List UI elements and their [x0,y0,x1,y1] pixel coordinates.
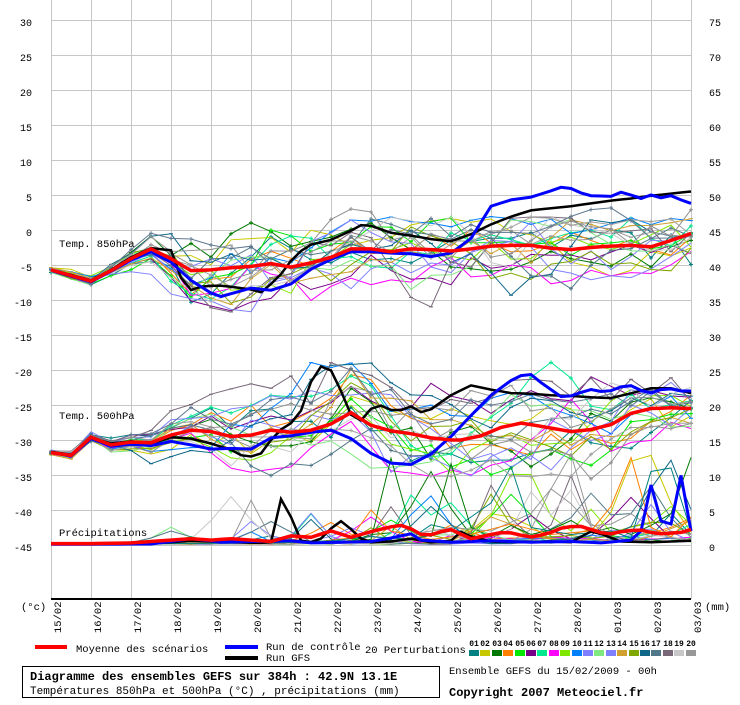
svg-text:25/02: 25/02 [453,601,465,633]
svg-text:40: 40 [709,264,721,275]
svg-text:04: 04 [503,640,513,649]
svg-text:0: 0 [26,229,32,240]
svg-text:55: 55 [709,159,721,170]
svg-text:25: 25 [709,369,721,380]
svg-text:13: 13 [606,640,616,649]
svg-text:01: 01 [469,640,479,649]
svg-text:0: 0 [709,544,715,555]
svg-text:20/02: 20/02 [253,601,265,633]
svg-text:15: 15 [709,439,721,450]
svg-text:10: 10 [20,159,32,170]
svg-text:Précipitations: Précipitations [59,528,147,540]
svg-text:Copyright 2007 Meteociel.fr: Copyright 2007 Meteociel.fr [449,686,643,700]
svg-text:24/02: 24/02 [413,601,425,633]
svg-text:20 Perturbations: 20 Perturbations [365,645,466,657]
svg-text:12: 12 [594,640,604,649]
svg-text:10: 10 [572,640,582,649]
svg-text:Run GFS: Run GFS [266,653,310,665]
svg-text:30: 30 [20,19,32,30]
svg-text:10: 10 [709,474,721,485]
svg-text:03: 03 [492,640,502,649]
svg-text:07: 07 [537,640,547,649]
svg-text:30: 30 [709,334,721,345]
svg-text:14: 14 [617,640,627,649]
svg-text:-40: -40 [14,509,32,520]
svg-text:26/02: 26/02 [493,601,505,633]
svg-text:70: 70 [709,54,721,65]
svg-text:-15: -15 [14,334,32,345]
svg-text:02/03: 02/03 [653,601,665,633]
svg-text:75: 75 [709,19,721,30]
svg-text:Run de contrôle: Run de contrôle [266,642,361,654]
svg-text:45: 45 [709,229,721,240]
svg-text:02: 02 [480,640,490,649]
svg-text:28/02: 28/02 [573,601,585,633]
svg-text:20: 20 [686,640,696,649]
svg-text:15/02: 15/02 [53,601,65,633]
svg-text:Ensemble GEFS du 15/02/2009 -: Ensemble GEFS du 15/02/2009 - 00h [449,666,657,678]
svg-text:(°c): (°c) [21,602,46,614]
svg-text:27/02: 27/02 [533,601,545,633]
svg-text:25: 25 [20,54,32,65]
svg-text:-10: -10 [14,299,32,310]
svg-text:05: 05 [515,640,525,649]
svg-text:22/02: 22/02 [333,601,345,633]
svg-text:21/02: 21/02 [293,601,305,633]
svg-text:09: 09 [560,640,570,649]
svg-text:15: 15 [629,640,639,649]
svg-text:20: 20 [709,404,721,415]
svg-text:17: 17 [651,640,661,649]
svg-text:-30: -30 [14,439,32,450]
svg-text:5: 5 [26,194,32,205]
svg-text:Temp. 850hPa: Temp. 850hPa [59,239,135,251]
svg-text:-20: -20 [14,369,32,380]
svg-text:Temp. 500hPa: Temp. 500hPa [59,411,135,423]
svg-text:-35: -35 [14,474,32,485]
svg-text:-5: -5 [20,264,32,275]
svg-text:35: 35 [709,299,721,310]
svg-text:17/02: 17/02 [133,601,145,633]
svg-text:19/02: 19/02 [213,601,225,633]
svg-text:19: 19 [674,640,684,649]
svg-text:08: 08 [549,640,559,649]
svg-text:16/02: 16/02 [93,601,105,633]
svg-text:11: 11 [583,640,593,649]
svg-text:18/02: 18/02 [173,601,185,633]
svg-text:18: 18 [663,640,673,649]
svg-text:Diagramme des ensembles GEFS s: Diagramme des ensembles GEFS sur 384h : … [30,670,397,684]
svg-text:03/03: 03/03 [693,601,705,633]
svg-text:5: 5 [709,509,715,520]
svg-text:50: 50 [709,194,721,205]
svg-text:06: 06 [526,640,536,649]
svg-text:-45: -45 [14,544,32,555]
svg-text:Températures 850hPa et 500hPa: Températures 850hPa et 500hPa (°C) , pré… [30,686,400,698]
svg-text:01/03: 01/03 [613,601,625,633]
svg-text:60: 60 [709,124,721,135]
svg-text:65: 65 [709,89,721,100]
svg-text:15: 15 [20,124,32,135]
svg-text:16: 16 [640,640,650,649]
svg-text:(mm): (mm) [705,602,730,614]
svg-text:Moyenne des scénarios: Moyenne des scénarios [76,644,208,656]
svg-text:23/02: 23/02 [373,601,385,633]
svg-text:-25: -25 [14,404,32,415]
svg-text:20: 20 [20,89,32,100]
